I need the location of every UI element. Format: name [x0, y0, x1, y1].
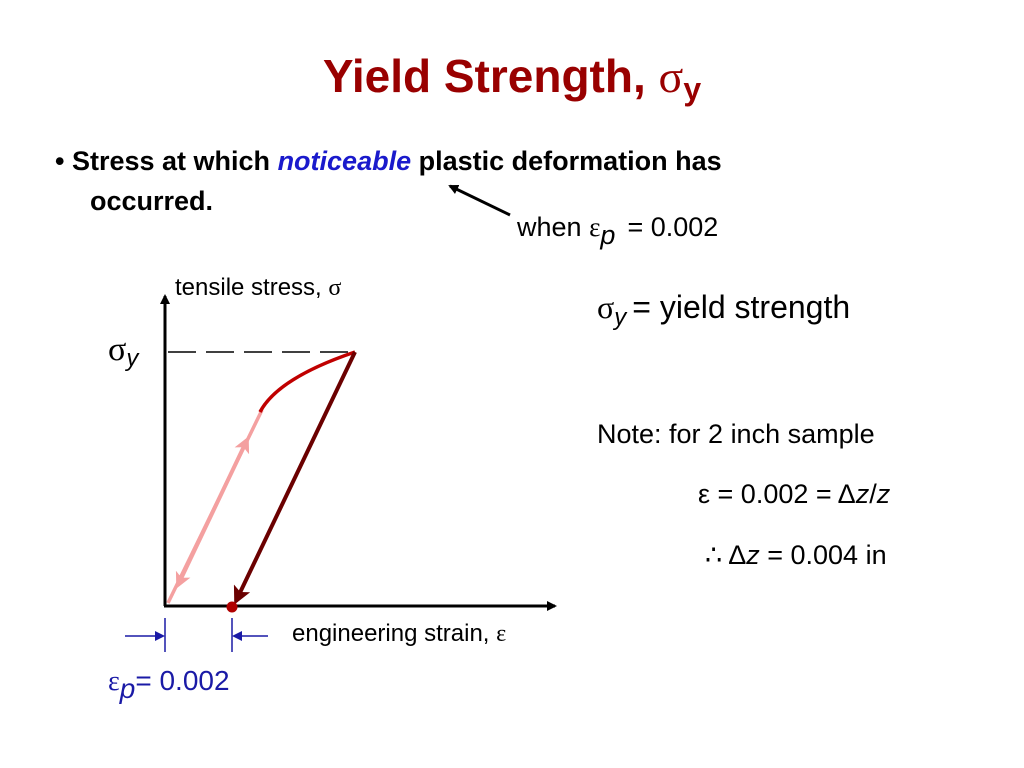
unloading-arrow — [233, 351, 357, 605]
callout-symbol: ε — [589, 212, 600, 242]
bullet-line: • Stress at which noticeable plastic def… — [55, 146, 722, 176]
yield-subscript: y — [124, 345, 140, 372]
bullet-continuation: occurred. — [90, 186, 213, 216]
note-heading: Note: for 2 inch sample — [597, 419, 875, 449]
loading-arrow — [175, 436, 250, 589]
note-text: ε = 0.002 = Δ — [698, 479, 856, 509]
callout-value: = 0.002 — [627, 212, 718, 242]
callout-text: when — [516, 212, 582, 242]
note-text: ∴ Δ — [705, 540, 746, 570]
note-text: = 0.004 in — [760, 540, 887, 570]
note-var: z — [745, 540, 760, 570]
y-axis-symbol: σ — [328, 275, 341, 301]
definition-symbol: σ — [597, 289, 614, 325]
definition-subscript: y — [612, 304, 628, 331]
title-symbol: σ — [659, 51, 684, 102]
bullet-text: Stress at which — [72, 146, 270, 176]
title-subscript: y — [683, 71, 701, 107]
title-text: Yield Strength, — [323, 50, 646, 102]
x-axis-label: engineering strain, ε — [292, 620, 506, 647]
yield-label: σy — [108, 331, 140, 372]
note-line: ∴ Δz = 0.004 in — [705, 540, 887, 570]
offset-symbol: ε — [108, 666, 120, 697]
x-axis-symbol: ε — [496, 621, 506, 647]
offset-point — [226, 601, 238, 613]
title: Yield Strength, σy — [323, 50, 701, 107]
bullet-text: plastic deformation has — [419, 146, 722, 176]
plastic-curve — [258, 350, 356, 413]
callout-arrow — [448, 184, 511, 217]
note-var: z — [876, 479, 891, 509]
offset-subscript: p — [119, 673, 136, 704]
callout-subscript: p — [599, 220, 615, 250]
offset-value: = 0.002 — [135, 665, 229, 696]
note-text: / — [869, 479, 877, 509]
definition: σy = yield strength — [597, 289, 850, 331]
y-axis-label: tensile stress, σ — [175, 274, 341, 301]
callout: when εp = 0.002 — [516, 212, 718, 250]
y-axis-label-text: tensile stress, — [175, 274, 322, 301]
note-var: z — [855, 479, 870, 509]
bullet-marker: • — [55, 146, 64, 176]
yield-symbol: σ — [108, 331, 126, 368]
offset-label: εp= 0.002 — [108, 665, 230, 704]
bullet-emphasis: noticeable — [278, 146, 412, 176]
x-axis-label-text: engineering strain, — [292, 620, 489, 647]
note-line: ε = 0.002 = Δz/z — [698, 479, 891, 509]
definition-text: = yield strength — [632, 289, 850, 325]
